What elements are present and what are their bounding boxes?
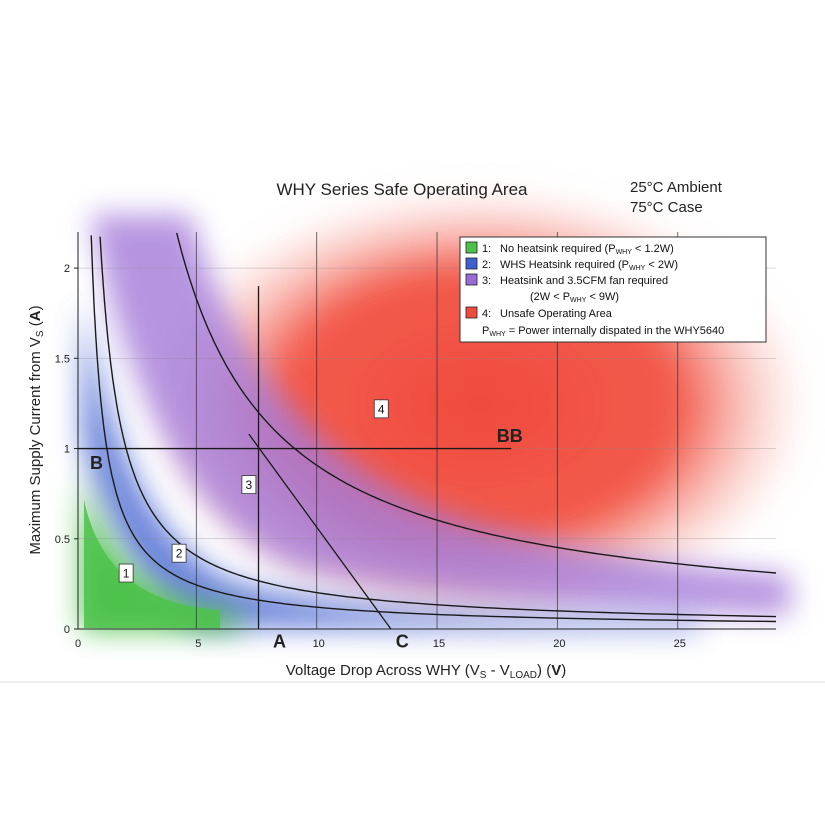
x-tick-label-5: 25 (674, 638, 686, 650)
legend-swatch-4 (465, 306, 478, 319)
x-tick-label-2: 10 (313, 638, 325, 650)
y-tick-label-1: 0.5 (55, 534, 70, 546)
y-tick-label-2: 1 (64, 444, 70, 456)
grid (78, 232, 776, 629)
x-tick-label-0: 0 (75, 638, 81, 650)
point-label-b-0: B (90, 453, 103, 473)
axes: 0 5 10 15 20 25 0 0.5 1 1.5 2 (55, 232, 776, 650)
condition-ambient: 25°C Ambient (630, 179, 723, 196)
legend: 1: No heatsink required (PWHY < 1.2W) 2:… (459, 236, 767, 343)
curve-1.2w (90, 235, 776, 623)
legend-label-4: Unsafe Operating Area (500, 308, 613, 320)
legend-entry-3: 3: Heatsink and 3.5CFM fan required (2W … (465, 273, 668, 304)
region-number-4: 4 (378, 402, 385, 416)
point-label-bb-1: BB (497, 426, 523, 446)
legend-num-2: 2: (482, 259, 491, 271)
x-tick-label-3: 15 (433, 638, 445, 650)
legend-swatch-2 (465, 257, 478, 270)
region-number-3: 3 (246, 478, 253, 492)
legend-entry-1: 1: No heatsink required (PWHY < 1.2W) (465, 241, 674, 256)
region-number-2: 2 (176, 547, 183, 561)
region-box-4 (373, 399, 389, 419)
x-axis-label: Voltage Drop Across WHY (VS - VLOAD) (V) (286, 662, 566, 681)
legend-label-2: WHS Heatsink required (PWHY < 2W) (500, 259, 678, 272)
guide-line-c (248, 433, 392, 630)
y-tick-label-4: 2 (64, 263, 70, 275)
legend-num-4: 4: (482, 308, 491, 320)
legend-entry-4: 4: Unsafe Operating Area (465, 306, 613, 320)
y-tick-label-3: 1.5 (55, 353, 70, 365)
legend-swatch-1 (465, 241, 478, 254)
guide-lines (78, 286, 512, 630)
legend-swatch-3 (465, 273, 478, 286)
power-curves (90, 232, 776, 623)
x-tick-label-4: 20 (553, 638, 565, 650)
region-number-1: 1 (123, 567, 130, 581)
y-axis-label: Maximum Supply Current from VS (A) (27, 305, 46, 554)
curve-9w (176, 232, 776, 574)
legend-box (459, 236, 767, 343)
condition-case: 75°C Case (630, 199, 703, 216)
region-box-2 (171, 543, 187, 563)
curve-2w (99, 236, 776, 618)
legend-note: PWHY = Power internally dispated in the … (482, 325, 724, 338)
y-tick-label-0: 0 (64, 624, 70, 636)
safe-region-core (84, 500, 220, 628)
legend-label-3: Heatsink and 3.5CFM fan required (500, 275, 668, 287)
fan-region-fill (90, 215, 790, 615)
legend-num-3: 3: (482, 275, 491, 287)
region-box-1 (118, 563, 134, 583)
point-label-c-3: C (396, 632, 409, 652)
chart-title: WHY Series Safe Operating Area (276, 180, 528, 199)
x-tick-label-1: 5 (195, 638, 201, 650)
point-label-a-2: A (273, 632, 286, 652)
legend-label-3-range: (2W < PWHY < 9W) (530, 291, 619, 304)
legend-num-1: 1: (482, 243, 491, 255)
legend-label-1: No heatsink required (PWHY < 1.2W) (500, 243, 674, 256)
legend-entry-2: 2: WHS Heatsink required (PWHY < 2W) (465, 257, 678, 272)
region-box-3 (241, 475, 257, 495)
